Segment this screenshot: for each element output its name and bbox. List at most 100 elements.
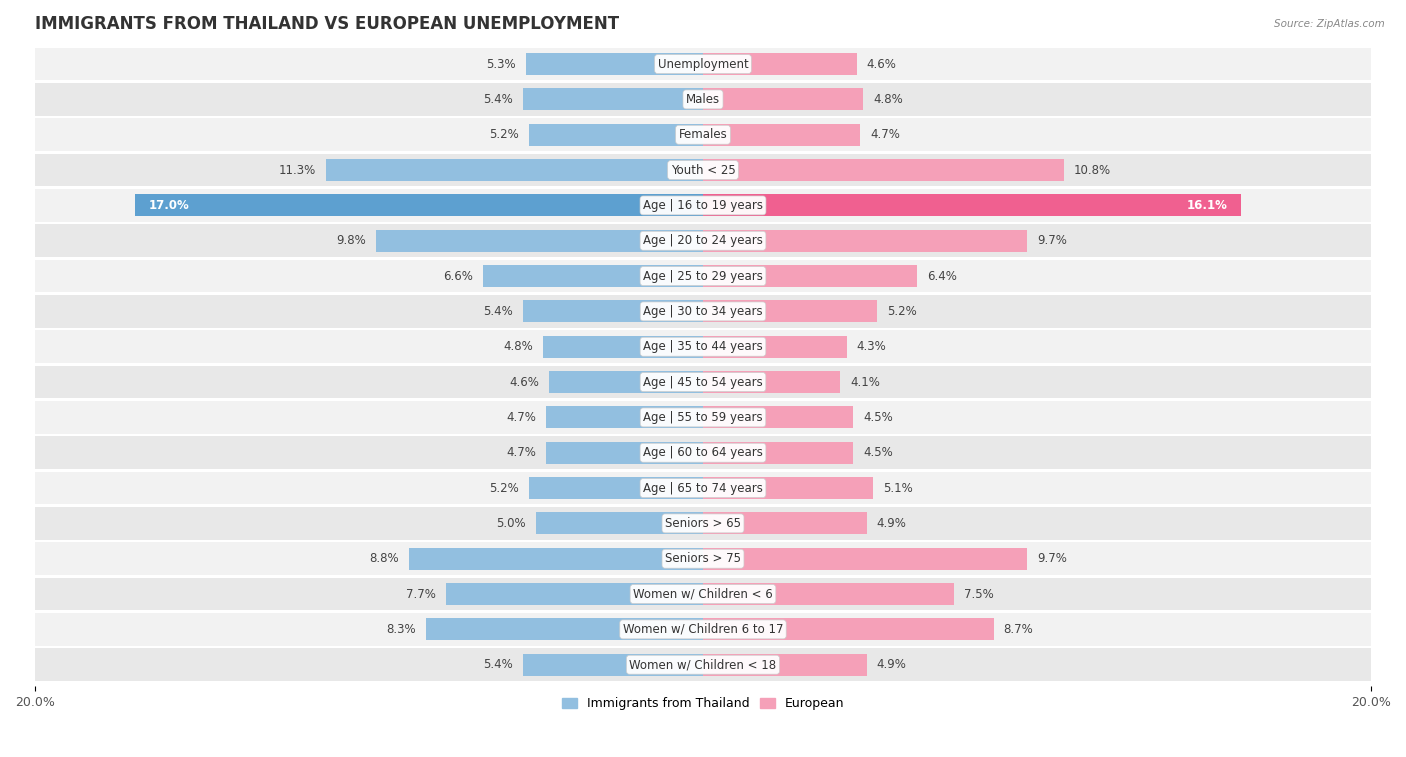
Text: 8.7%: 8.7% (1004, 623, 1033, 636)
Bar (703, 548, 1026, 570)
Bar (35, 331, 1371, 363)
Text: 4.6%: 4.6% (866, 58, 897, 70)
Bar (550, 371, 703, 393)
Bar (35, 366, 1371, 398)
Text: 9.7%: 9.7% (1038, 552, 1067, 565)
Bar (703, 195, 1240, 217)
Bar (35, 48, 1371, 80)
Bar (35, 613, 1371, 646)
Bar (35, 119, 1371, 151)
Text: Age | 55 to 59 years: Age | 55 to 59 years (643, 411, 763, 424)
Bar (703, 53, 856, 75)
Bar (703, 301, 877, 322)
Text: Seniors > 65: Seniors > 65 (665, 517, 741, 530)
Text: Females: Females (679, 128, 727, 142)
Bar (409, 548, 703, 570)
Text: Males: Males (686, 93, 720, 106)
Text: 9.8%: 9.8% (336, 234, 366, 248)
Bar (703, 618, 994, 640)
Text: 4.7%: 4.7% (870, 128, 900, 142)
Bar (703, 336, 846, 358)
Bar (35, 83, 1371, 116)
Bar (35, 649, 1371, 681)
Text: Seniors > 75: Seniors > 75 (665, 552, 741, 565)
Text: Unemployment: Unemployment (658, 58, 748, 70)
Bar (35, 507, 1371, 540)
Text: 4.1%: 4.1% (851, 375, 880, 388)
Bar (523, 89, 703, 111)
Text: 11.3%: 11.3% (278, 164, 315, 176)
Bar (703, 265, 917, 287)
Bar (526, 53, 703, 75)
Text: 4.9%: 4.9% (877, 517, 907, 530)
Text: 5.4%: 5.4% (482, 659, 513, 671)
Text: 4.9%: 4.9% (877, 659, 907, 671)
Bar (482, 265, 703, 287)
Legend: Immigrants from Thailand, European: Immigrants from Thailand, European (557, 692, 849, 715)
Bar (35, 260, 1371, 292)
Bar (529, 124, 703, 145)
Bar (703, 654, 866, 676)
Text: 4.8%: 4.8% (503, 340, 533, 354)
Bar (35, 154, 1371, 186)
Bar (536, 512, 703, 534)
Bar (426, 618, 703, 640)
Text: 5.2%: 5.2% (489, 128, 519, 142)
Text: 4.5%: 4.5% (863, 446, 893, 459)
Bar (35, 401, 1371, 434)
Text: Age | 30 to 34 years: Age | 30 to 34 years (643, 305, 763, 318)
Bar (703, 442, 853, 464)
Bar (523, 301, 703, 322)
Text: 4.3%: 4.3% (856, 340, 886, 354)
Bar (523, 654, 703, 676)
Bar (35, 437, 1371, 469)
Text: 5.3%: 5.3% (486, 58, 516, 70)
Bar (703, 407, 853, 428)
Bar (529, 477, 703, 499)
Bar (35, 189, 1371, 222)
Text: Women w/ Children < 18: Women w/ Children < 18 (630, 659, 776, 671)
Bar (35, 295, 1371, 328)
Text: 5.2%: 5.2% (489, 481, 519, 494)
Text: 6.6%: 6.6% (443, 269, 472, 282)
Bar (35, 578, 1371, 610)
Bar (703, 371, 839, 393)
Bar (446, 583, 703, 605)
Text: 9.7%: 9.7% (1038, 234, 1067, 248)
Bar (546, 407, 703, 428)
Bar (703, 512, 866, 534)
Text: 7.5%: 7.5% (963, 587, 993, 600)
Bar (543, 336, 703, 358)
Text: 5.2%: 5.2% (887, 305, 917, 318)
Text: 17.0%: 17.0% (149, 199, 190, 212)
Text: 4.7%: 4.7% (506, 446, 536, 459)
Text: 8.8%: 8.8% (370, 552, 399, 565)
Text: 5.4%: 5.4% (482, 93, 513, 106)
Text: Age | 65 to 74 years: Age | 65 to 74 years (643, 481, 763, 494)
Text: Women w/ Children < 6: Women w/ Children < 6 (633, 587, 773, 600)
Bar (375, 230, 703, 251)
Text: 7.7%: 7.7% (406, 587, 436, 600)
Bar (546, 442, 703, 464)
Text: 16.1%: 16.1% (1187, 199, 1227, 212)
Bar (35, 225, 1371, 257)
Bar (703, 230, 1026, 251)
Text: 4.7%: 4.7% (506, 411, 536, 424)
Text: 6.4%: 6.4% (927, 269, 956, 282)
Text: 4.8%: 4.8% (873, 93, 903, 106)
Text: Women w/ Children 6 to 17: Women w/ Children 6 to 17 (623, 623, 783, 636)
Text: 5.0%: 5.0% (496, 517, 526, 530)
Bar (703, 583, 953, 605)
Text: Age | 16 to 19 years: Age | 16 to 19 years (643, 199, 763, 212)
Bar (35, 472, 1371, 504)
Text: Age | 35 to 44 years: Age | 35 to 44 years (643, 340, 763, 354)
Text: 5.1%: 5.1% (883, 481, 912, 494)
Text: IMMIGRANTS FROM THAILAND VS EUROPEAN UNEMPLOYMENT: IMMIGRANTS FROM THAILAND VS EUROPEAN UNE… (35, 15, 619, 33)
Text: Source: ZipAtlas.com: Source: ZipAtlas.com (1274, 19, 1385, 29)
Text: Youth < 25: Youth < 25 (671, 164, 735, 176)
Text: 5.4%: 5.4% (482, 305, 513, 318)
Bar (703, 124, 860, 145)
Bar (703, 477, 873, 499)
Text: Age | 60 to 64 years: Age | 60 to 64 years (643, 446, 763, 459)
Bar (135, 195, 703, 217)
